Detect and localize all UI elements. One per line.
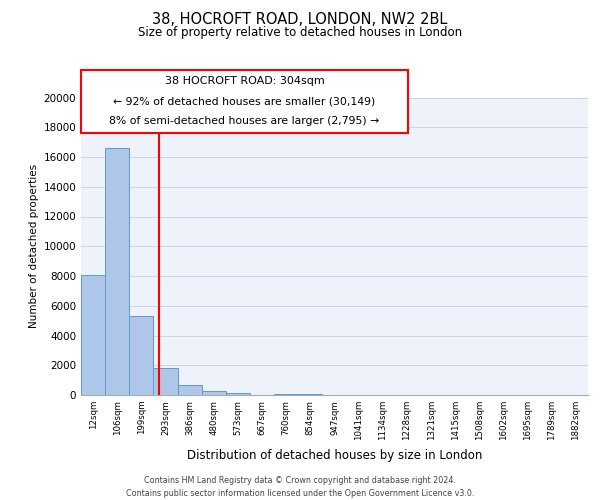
Text: Size of property relative to detached houses in London: Size of property relative to detached ho…	[138, 26, 462, 39]
Bar	[178, 384, 202, 395]
Y-axis label: Number of detached properties: Number of detached properties	[29, 164, 39, 328]
Bar	[129, 316, 154, 395]
Bar	[226, 393, 250, 395]
Bar	[105, 148, 129, 395]
Bar	[274, 394, 298, 395]
Text: 38, HOCROFT ROAD, LONDON, NW2 2BL: 38, HOCROFT ROAD, LONDON, NW2 2BL	[152, 12, 448, 28]
Text: ← 92% of detached houses are smaller (30,149): ← 92% of detached houses are smaller (30…	[113, 96, 376, 106]
Bar	[202, 390, 226, 395]
X-axis label: Distribution of detached houses by size in London: Distribution of detached houses by size …	[187, 448, 482, 462]
Bar	[298, 394, 322, 395]
Text: 38 HOCROFT ROAD: 304sqm: 38 HOCROFT ROAD: 304sqm	[164, 76, 325, 86]
Text: 8% of semi-detached houses are larger (2,795) →: 8% of semi-detached houses are larger (2…	[109, 116, 380, 126]
Bar	[154, 368, 178, 395]
Text: Contains HM Land Registry data © Crown copyright and database right 2024.
Contai: Contains HM Land Registry data © Crown c…	[126, 476, 474, 498]
Bar	[81, 274, 105, 395]
